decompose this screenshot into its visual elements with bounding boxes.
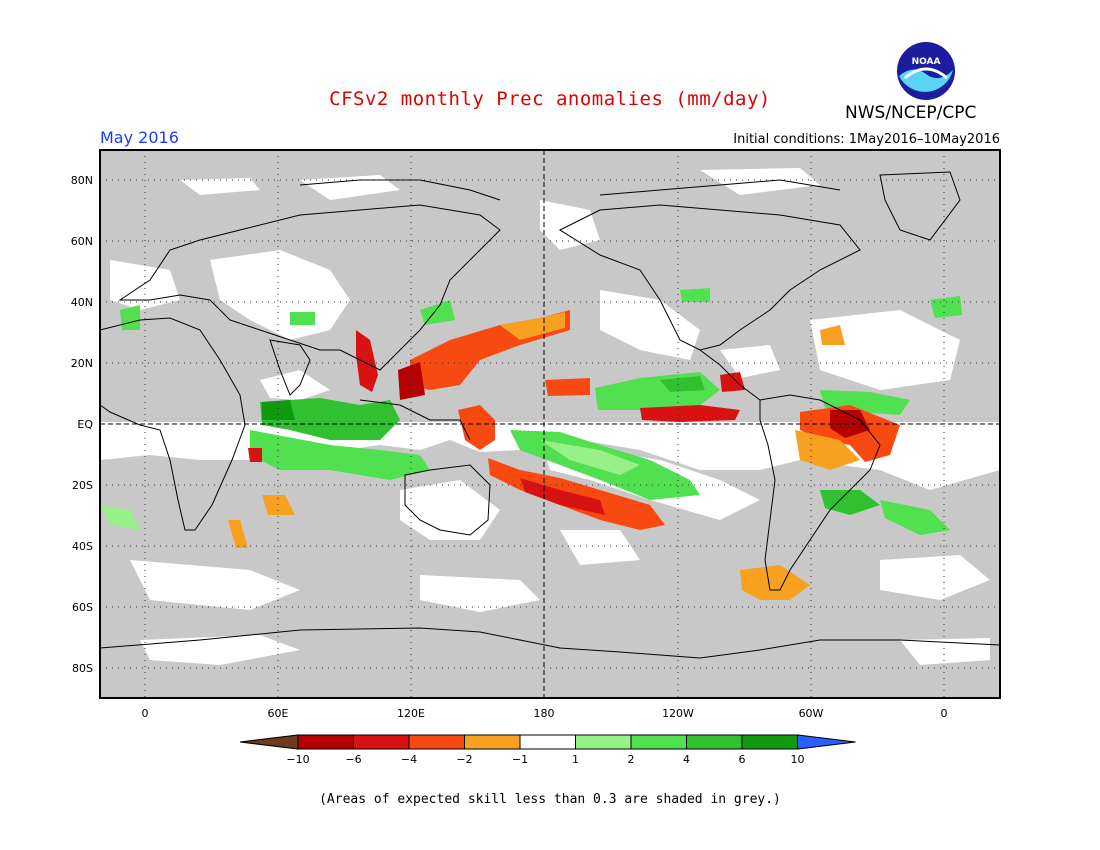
- longitude-label: 0: [142, 707, 149, 720]
- legend-tick-label: −2: [456, 753, 472, 766]
- legend-swatch: [686, 734, 743, 750]
- coastlines: [99, 171, 1001, 659]
- legend-swatch: [464, 734, 521, 750]
- legend-swatch: [797, 734, 856, 750]
- chart-title: CFSv2 monthly Prec anomalies (mm/day): [329, 88, 771, 110]
- wet-anomaly-regions: [100, 288, 962, 535]
- legend-tick-label: 1: [572, 753, 579, 766]
- legend-swatch: [353, 734, 410, 750]
- skill-note: (Areas of expected skill less than 0.3 a…: [319, 792, 781, 807]
- legend-swatch: [239, 734, 299, 750]
- neutral-regions: [100, 168, 1000, 665]
- legend-swatch: [408, 734, 465, 750]
- latitude-label: 80S: [72, 662, 93, 675]
- legend-tick-label: 2: [628, 753, 635, 766]
- logo-text: NOAA: [912, 57, 941, 67]
- longitude-label: 0: [941, 707, 948, 720]
- legend-tick-label: −6: [345, 753, 361, 766]
- dry-anomaly-regions: [228, 310, 900, 600]
- agency-label: NWS/NCEP/CPC: [845, 103, 977, 123]
- longitude-label: 180: [534, 707, 555, 720]
- color-legend: −10 −6 −4 −2 −1 1 2 4 6 10: [239, 734, 856, 766]
- latitude-label: 40N: [71, 296, 93, 309]
- latitude-label: EQ: [77, 418, 93, 431]
- initial-conditions-label: Initial conditions: 1May2016–10May2016: [733, 132, 1000, 147]
- map-panel: [99, 149, 1001, 699]
- legend-tick-label: −10: [286, 753, 309, 766]
- longitude-label: 60W: [799, 707, 824, 720]
- noaa-logo-icon: NOAA: [895, 40, 957, 106]
- latitude-label: 20S: [72, 479, 93, 492]
- legend-tick-label: −1: [512, 753, 528, 766]
- map-frame: [99, 149, 1001, 699]
- latitude-label: 60S: [72, 601, 93, 614]
- legend-swatch: [297, 734, 354, 750]
- reference-lines: [100, 150, 1000, 698]
- longitude-label: 60E: [268, 707, 289, 720]
- grid-lines: [100, 150, 1000, 698]
- latitude-label: 20N: [71, 357, 93, 370]
- legend-tick-label: 4: [683, 753, 690, 766]
- legend-tick-label: 10: [791, 753, 805, 766]
- month-label: May 2016: [100, 128, 179, 147]
- longitude-labels: 0 60E 120E 180 120W 60W 0: [142, 707, 948, 720]
- latitude-label: 80N: [71, 174, 93, 187]
- legend-tick-label: −4: [401, 753, 417, 766]
- legend-swatch: [630, 734, 687, 750]
- legend-swatch: [575, 734, 632, 750]
- legend-tick-label: 6: [739, 753, 746, 766]
- latitude-labels: 80N 60N 40N 20N EQ 20S 40S 60S 80S: [71, 174, 94, 675]
- latitude-label: 60N: [71, 235, 93, 248]
- longitude-label: 120W: [662, 707, 694, 720]
- legend-swatch: [519, 734, 576, 750]
- longitude-label: 120E: [397, 707, 425, 720]
- latitude-label: 40S: [72, 540, 93, 553]
- legend-swatch: [741, 734, 798, 750]
